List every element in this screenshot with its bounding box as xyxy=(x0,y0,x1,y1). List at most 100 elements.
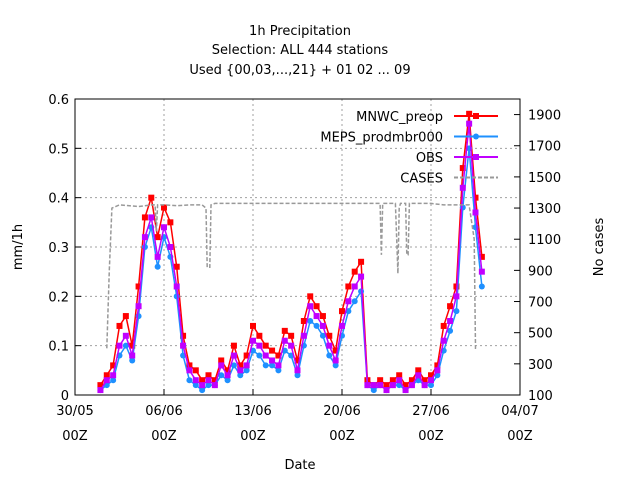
x-tick-label-hour: 00Z xyxy=(240,429,266,444)
x-tick-label-hour: 00Z xyxy=(62,429,88,444)
point-mnwc-preop xyxy=(434,362,441,369)
point-mnwc-preop xyxy=(135,283,142,290)
x-tick-label-hour: 00Z xyxy=(418,429,444,444)
legend-label-cases: CASES xyxy=(400,172,443,187)
point-mnwc-preop xyxy=(428,372,434,379)
point-meps-prodmbr000 xyxy=(192,382,199,389)
point-mnwc-preop xyxy=(313,303,320,310)
point-obs xyxy=(453,293,460,300)
y2-tick-label: 500 xyxy=(528,327,553,342)
point-meps-prodmbr000 xyxy=(319,332,326,339)
point-mnwc-preop xyxy=(103,372,110,379)
point-meps-prodmbr000 xyxy=(313,322,320,329)
x-tick-label: 30/05 xyxy=(56,404,93,419)
point-mnwc-preop xyxy=(415,367,422,374)
point-mnwc-preop xyxy=(129,342,136,349)
point-mnwc-preop xyxy=(307,293,314,300)
point-obs xyxy=(294,367,301,374)
y2-tick-label: 900 xyxy=(528,264,553,279)
x-tick-label: 27/06 xyxy=(412,404,449,419)
point-mnwc-preop xyxy=(116,322,123,329)
point-obs xyxy=(408,382,415,389)
legend-label-meps-prodmbr000: MEPS_prodmbr000 xyxy=(320,131,443,146)
point-meps-prodmbr000 xyxy=(294,372,301,379)
legend-label-obs: OBS xyxy=(416,151,443,166)
point-obs xyxy=(351,283,358,290)
point-obs xyxy=(205,377,212,384)
point-obs xyxy=(243,362,250,369)
point-mnwc-preop xyxy=(332,347,339,354)
point-obs xyxy=(186,367,193,374)
point-obs xyxy=(110,372,117,379)
y2-tick-label: 1700 xyxy=(528,140,561,155)
point-mnwc-preop xyxy=(408,377,415,384)
point-obs xyxy=(421,382,428,389)
y-tick-label: 0.2 xyxy=(48,290,69,305)
point-obs xyxy=(262,352,269,359)
point-meps-prodmbr000 xyxy=(326,352,333,359)
point-mnwc-preop xyxy=(205,372,212,379)
x-tick-label: 13/06 xyxy=(234,404,271,419)
point-obs xyxy=(199,382,206,389)
y2-tick-label: 1100 xyxy=(528,233,561,248)
point-mnwc-preop xyxy=(358,258,365,265)
point-obs xyxy=(281,337,288,344)
point-meps-prodmbr000 xyxy=(428,382,434,389)
point-obs xyxy=(307,303,314,310)
point-mnwc-preop xyxy=(97,382,104,389)
x-tick-label: 04/07 xyxy=(501,404,538,419)
point-mnwc-preop xyxy=(339,308,345,315)
point-mnwc-preop xyxy=(389,377,396,384)
point-mnwc-preop xyxy=(256,332,263,339)
point-mnwc-preop xyxy=(466,110,473,117)
point-obs xyxy=(389,382,396,389)
point-obs xyxy=(319,322,326,329)
point-obs xyxy=(313,313,320,320)
point-obs xyxy=(211,382,218,389)
point-obs xyxy=(466,120,473,127)
y-tick-label: 0 xyxy=(61,389,69,404)
point-meps-prodmbr000 xyxy=(230,362,237,369)
point-mnwc-preop xyxy=(447,303,454,310)
point-obs xyxy=(440,337,447,344)
point-meps-prodmbr000 xyxy=(307,318,314,324)
y2-tick-label: 1900 xyxy=(528,109,561,124)
point-mnwc-preop xyxy=(459,165,466,172)
point-mnwc-preop xyxy=(148,194,155,201)
x-axis-label: Date xyxy=(284,458,315,473)
point-mnwc-preop xyxy=(211,377,218,384)
point-obs xyxy=(141,234,148,241)
point-mnwc-preop xyxy=(243,352,250,359)
point-obs xyxy=(326,342,333,349)
point-mnwc-preop xyxy=(281,327,288,334)
x-tick-label-hour: 00Z xyxy=(329,429,355,444)
point-obs xyxy=(230,352,237,359)
y-tick-label: 0.5 xyxy=(48,142,69,157)
point-obs xyxy=(415,372,422,379)
point-obs xyxy=(237,367,244,374)
legend-marker-meps-prodmbr000 xyxy=(473,133,479,140)
series-line-cases xyxy=(106,202,477,350)
point-obs xyxy=(370,382,377,389)
point-mnwc-preop xyxy=(224,367,231,374)
point-mnwc-preop xyxy=(173,263,180,270)
point-obs xyxy=(377,382,384,389)
y2-axis-label: No cases xyxy=(592,218,607,277)
point-meps-prodmbr000 xyxy=(269,362,276,369)
point-obs xyxy=(116,342,123,349)
point-obs xyxy=(218,362,225,369)
point-obs xyxy=(288,342,295,349)
point-meps-prodmbr000 xyxy=(186,377,193,384)
point-meps-prodmbr000 xyxy=(122,342,129,349)
point-meps-prodmbr000 xyxy=(224,377,231,384)
point-obs xyxy=(192,377,199,384)
point-obs xyxy=(383,387,390,394)
point-meps-prodmbr000 xyxy=(447,327,454,334)
point-mnwc-preop xyxy=(110,362,117,369)
point-mnwc-preop xyxy=(237,362,244,369)
point-mnwc-preop xyxy=(180,332,187,339)
point-obs xyxy=(300,332,307,339)
point-obs xyxy=(472,209,479,216)
point-meps-prodmbr000 xyxy=(243,367,250,374)
